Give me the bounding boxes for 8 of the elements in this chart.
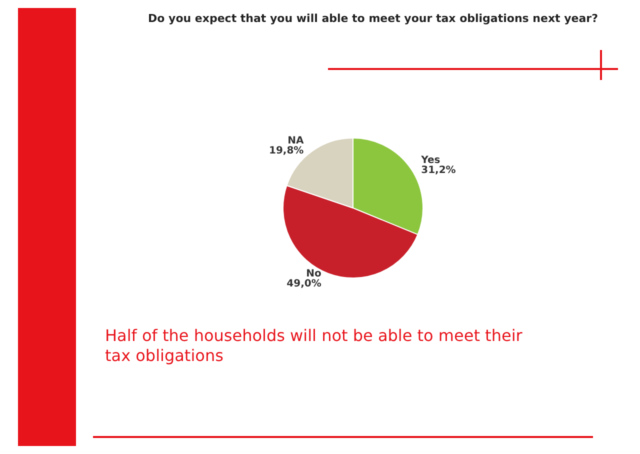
chart-title: Do you expect that you will able to meet your tax obligations next year? [147, 12, 599, 25]
slice-label: No [306, 268, 322, 280]
slice-label: NA [288, 136, 304, 147]
slice-label: Yes [420, 155, 440, 166]
data-label: 19,8% [269, 146, 304, 157]
data-label: 49,0% [286, 278, 322, 290]
data-label: 31,2% [421, 165, 456, 176]
text: Half of the households will not be able to meet their tax obligations [105, 326, 524, 366]
